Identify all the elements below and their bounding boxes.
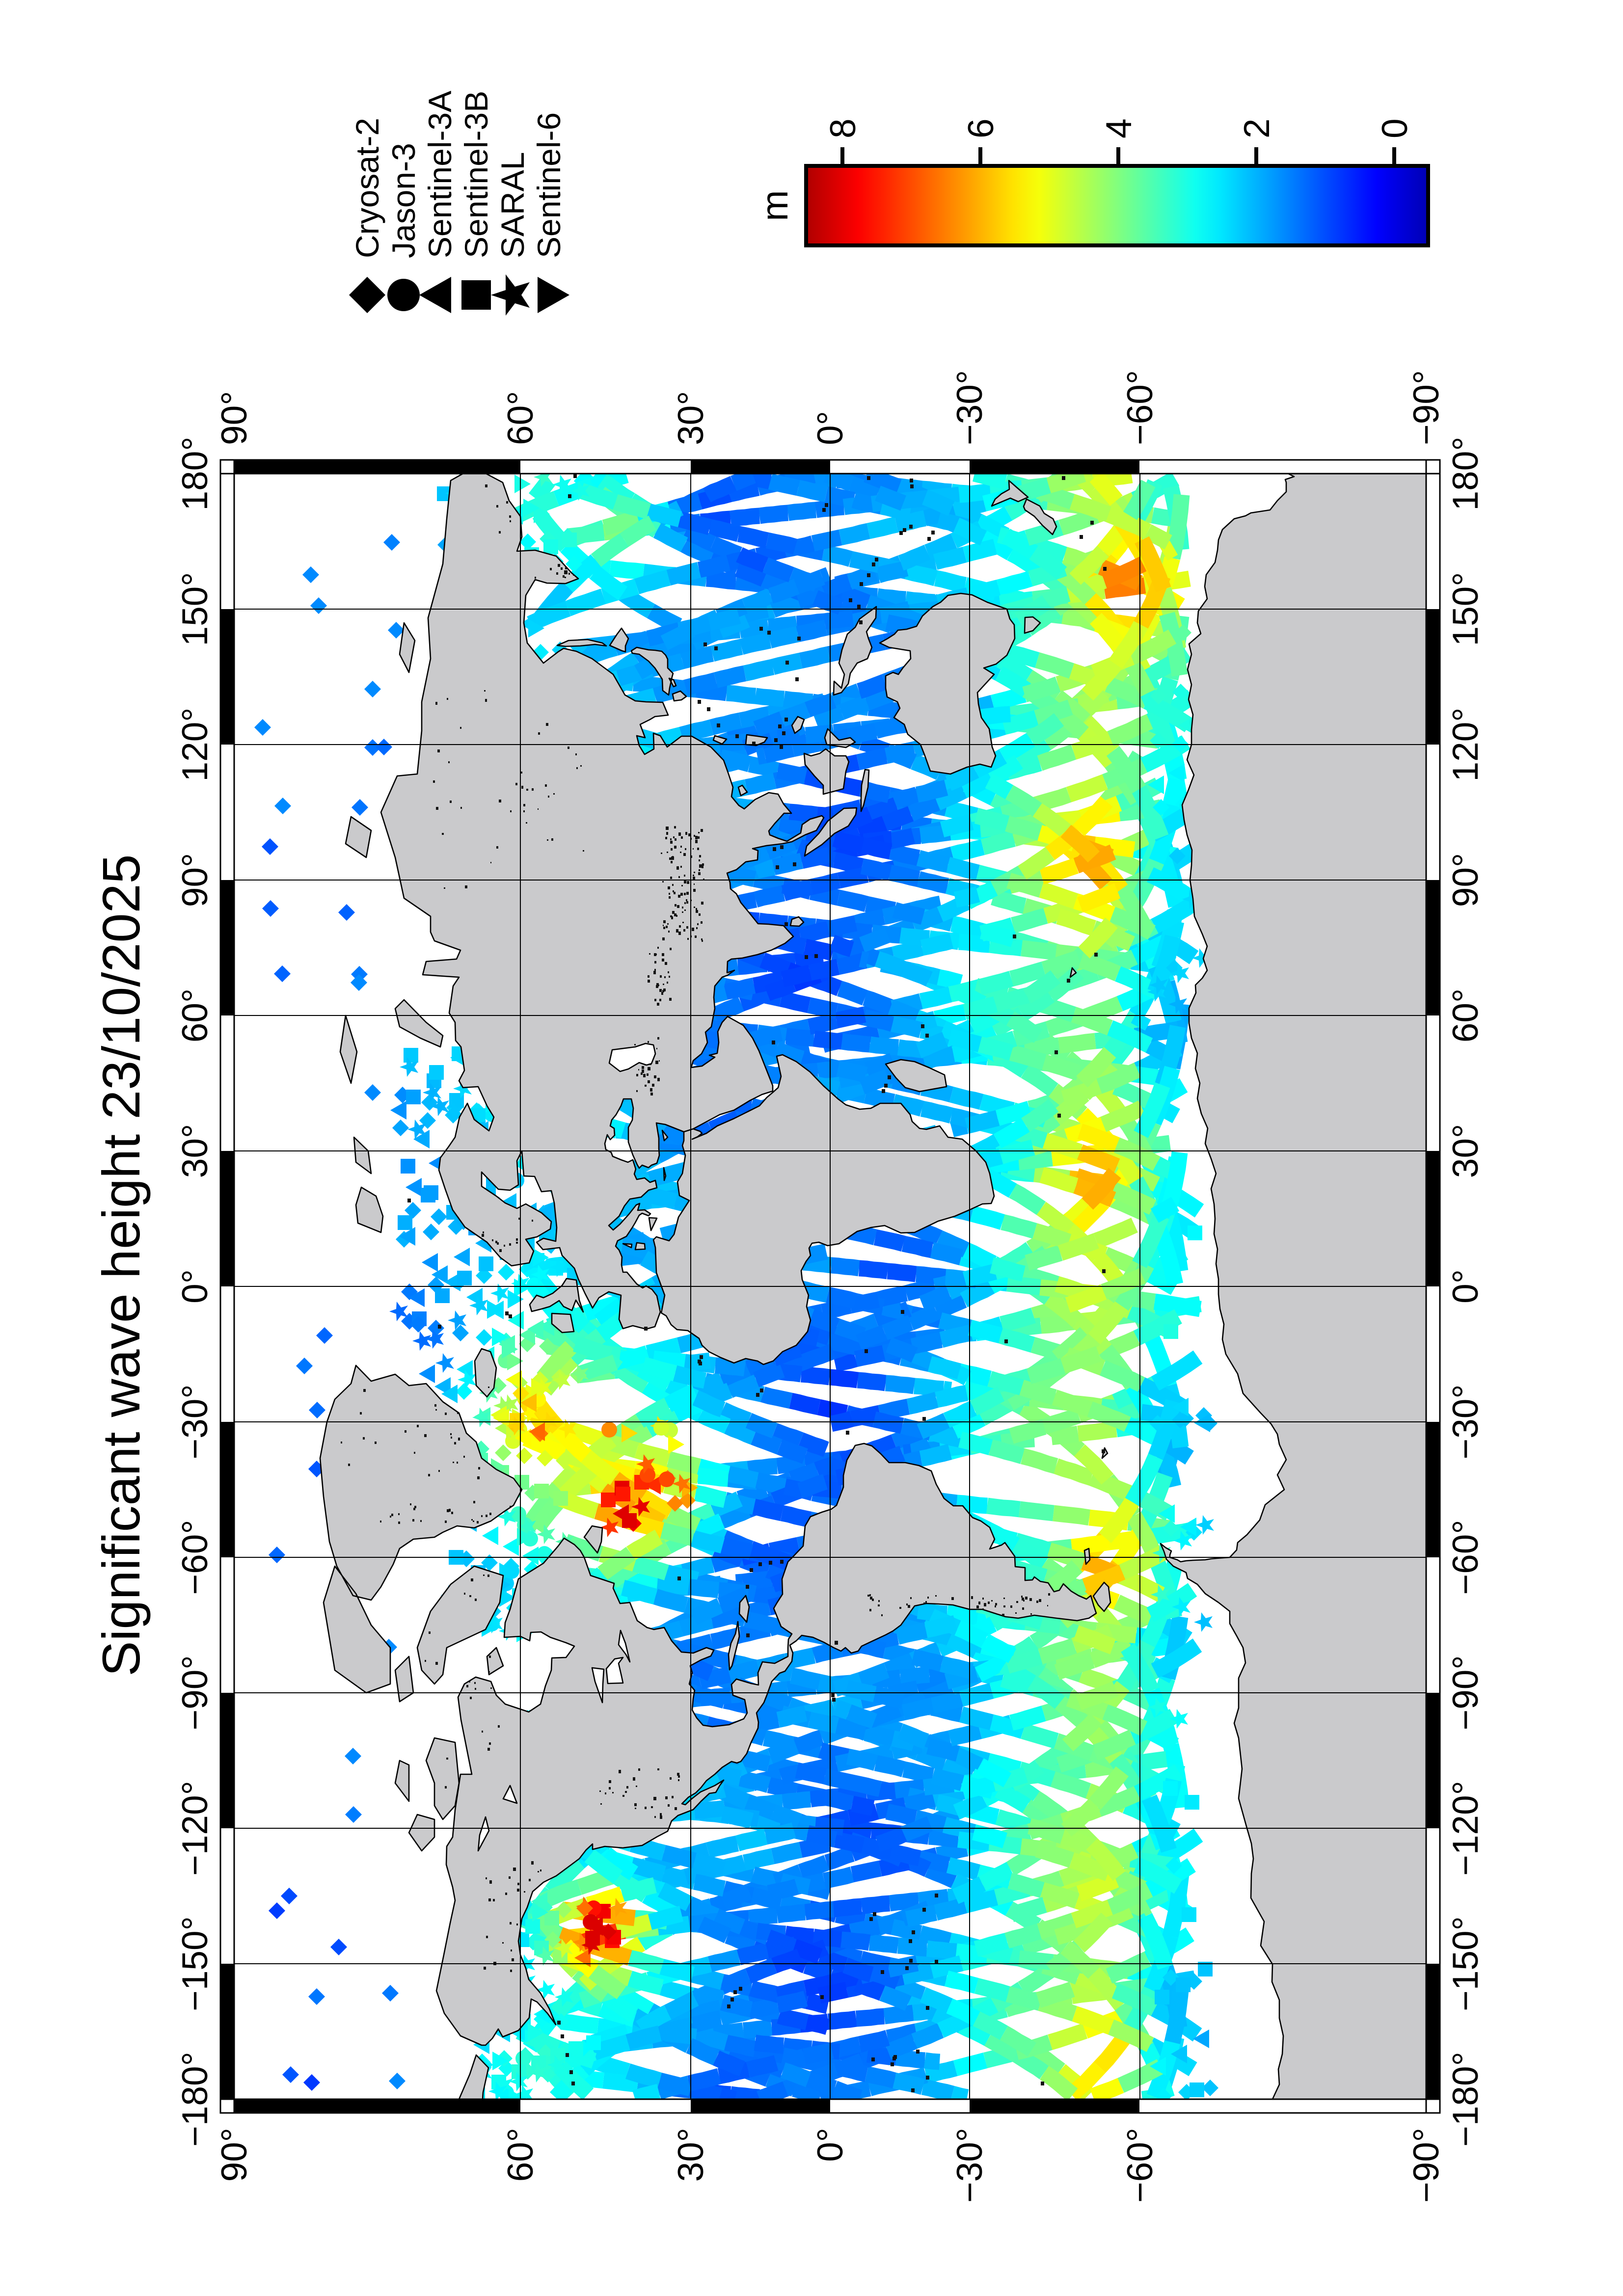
svg-text:−30°: −30° [950, 2128, 990, 2203]
svg-text:Cryosat-2: Cryosat-2 [349, 118, 385, 258]
svg-text:−120°: −120° [1446, 1781, 1486, 1876]
svg-text:0°: 0° [175, 1269, 215, 1304]
svg-text:30°: 30° [175, 1124, 215, 1178]
svg-text:−60°: −60° [1446, 1520, 1486, 1595]
svg-text:60°: 60° [1446, 988, 1486, 1042]
svg-text:90°: 90° [215, 391, 254, 445]
svg-text:−90°: −90° [175, 1655, 215, 1730]
svg-text:30°: 30° [671, 2128, 711, 2182]
svg-text:30°: 30° [1446, 1124, 1486, 1178]
svg-text:4: 4 [1099, 118, 1139, 138]
svg-text:150°: 150° [1446, 572, 1486, 646]
svg-text:8: 8 [823, 118, 863, 138]
svg-text:60°: 60° [501, 391, 541, 445]
svg-text:120°: 120° [175, 708, 215, 782]
svg-text:6: 6 [961, 118, 1001, 138]
svg-text:60°: 60° [501, 2128, 541, 2182]
svg-text:−90°: −90° [1407, 2128, 1446, 2203]
svg-text:−30°: −30° [950, 370, 990, 445]
svg-text:m: m [754, 190, 796, 221]
svg-text:0: 0 [1375, 118, 1415, 138]
svg-text:−120°: −120° [175, 1781, 215, 1876]
svg-text:−30°: −30° [175, 1384, 215, 1459]
svg-text:−150°: −150° [175, 1916, 215, 2011]
svg-text:180°: 180° [175, 437, 215, 511]
svg-text:150°: 150° [175, 572, 215, 646]
svg-text:−60°: −60° [1120, 2128, 1160, 2203]
svg-text:SARAL: SARAL [494, 152, 531, 258]
svg-text:Sentinel-3A: Sentinel-3A [422, 91, 458, 258]
svg-text:0°: 0° [811, 2128, 850, 2162]
svg-text:0°: 0° [1446, 1269, 1486, 1304]
svg-text:60°: 60° [175, 988, 215, 1042]
svg-text:0°: 0° [811, 411, 850, 445]
svg-text:90°: 90° [1446, 853, 1486, 907]
svg-text:Sentinel-6: Sentinel-6 [531, 112, 567, 258]
svg-text:Significant wave height 23/10/: Significant wave height 23/10/2025 [91, 854, 151, 1676]
svg-text:−150°: −150° [1446, 1916, 1486, 2011]
svg-text:−180°: −180° [1446, 2052, 1486, 2147]
svg-text:−60°: −60° [175, 1520, 215, 1595]
svg-text:Sentinel-3B: Sentinel-3B [458, 91, 494, 258]
svg-text:2: 2 [1237, 118, 1277, 138]
svg-text:120°: 120° [1446, 708, 1486, 782]
svg-text:−90°: −90° [1446, 1655, 1486, 1730]
svg-text:30°: 30° [671, 391, 711, 445]
svg-text:−60°: −60° [1120, 370, 1160, 445]
svg-text:Jason-3: Jason-3 [385, 143, 422, 258]
svg-text:180°: 180° [1446, 437, 1486, 511]
svg-text:90°: 90° [175, 853, 215, 907]
svg-text:−90°: −90° [1407, 370, 1446, 445]
svg-text:−30°: −30° [1446, 1384, 1486, 1459]
svg-text:−180°: −180° [175, 2052, 215, 2147]
svg-text:90°: 90° [215, 2128, 254, 2182]
